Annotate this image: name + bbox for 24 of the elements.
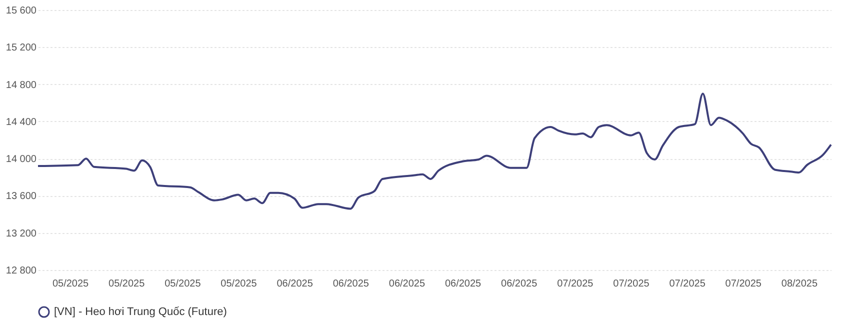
x-tick-label: 07/2025	[669, 278, 706, 290]
x-tick-label: 06/2025	[388, 278, 426, 290]
x-tick-label: 07/2025	[557, 278, 594, 290]
x-tick-label: 07/2025	[725, 278, 762, 290]
y-tick-label: 15 600	[6, 6, 37, 16]
y-tick-label: 15 200	[6, 42, 37, 54]
y-tick-label: 12 800	[6, 266, 37, 276]
x-tick-label: 05/2025	[52, 278, 90, 290]
line-series	[37, 92, 832, 210]
y-tick-label: 13 600	[6, 191, 37, 202]
x-tick-label: 05/2025	[164, 278, 202, 290]
x-tick-label: 05/2025	[220, 278, 258, 290]
y-tick-label: 14 400	[6, 116, 37, 128]
legend-label: [VN] - Heo hơi Trung Quốc (Future)	[54, 306, 227, 318]
y-tick-label: 13 200	[6, 228, 37, 240]
x-tick-label: 06/2025	[501, 278, 538, 290]
y-tick-label: 14 800	[6, 80, 37, 91]
x-tick-label: 05/2025	[108, 278, 146, 290]
y-tick-label: 14 000	[6, 154, 37, 166]
x-tick-label: 07/2025	[613, 278, 650, 290]
x-tick-label: 06/2025	[276, 278, 314, 290]
x-tick-label: 06/2025	[332, 278, 370, 290]
x-tick-label: 08/2025	[781, 278, 818, 290]
x-tick-label: 06/2025	[444, 278, 482, 290]
